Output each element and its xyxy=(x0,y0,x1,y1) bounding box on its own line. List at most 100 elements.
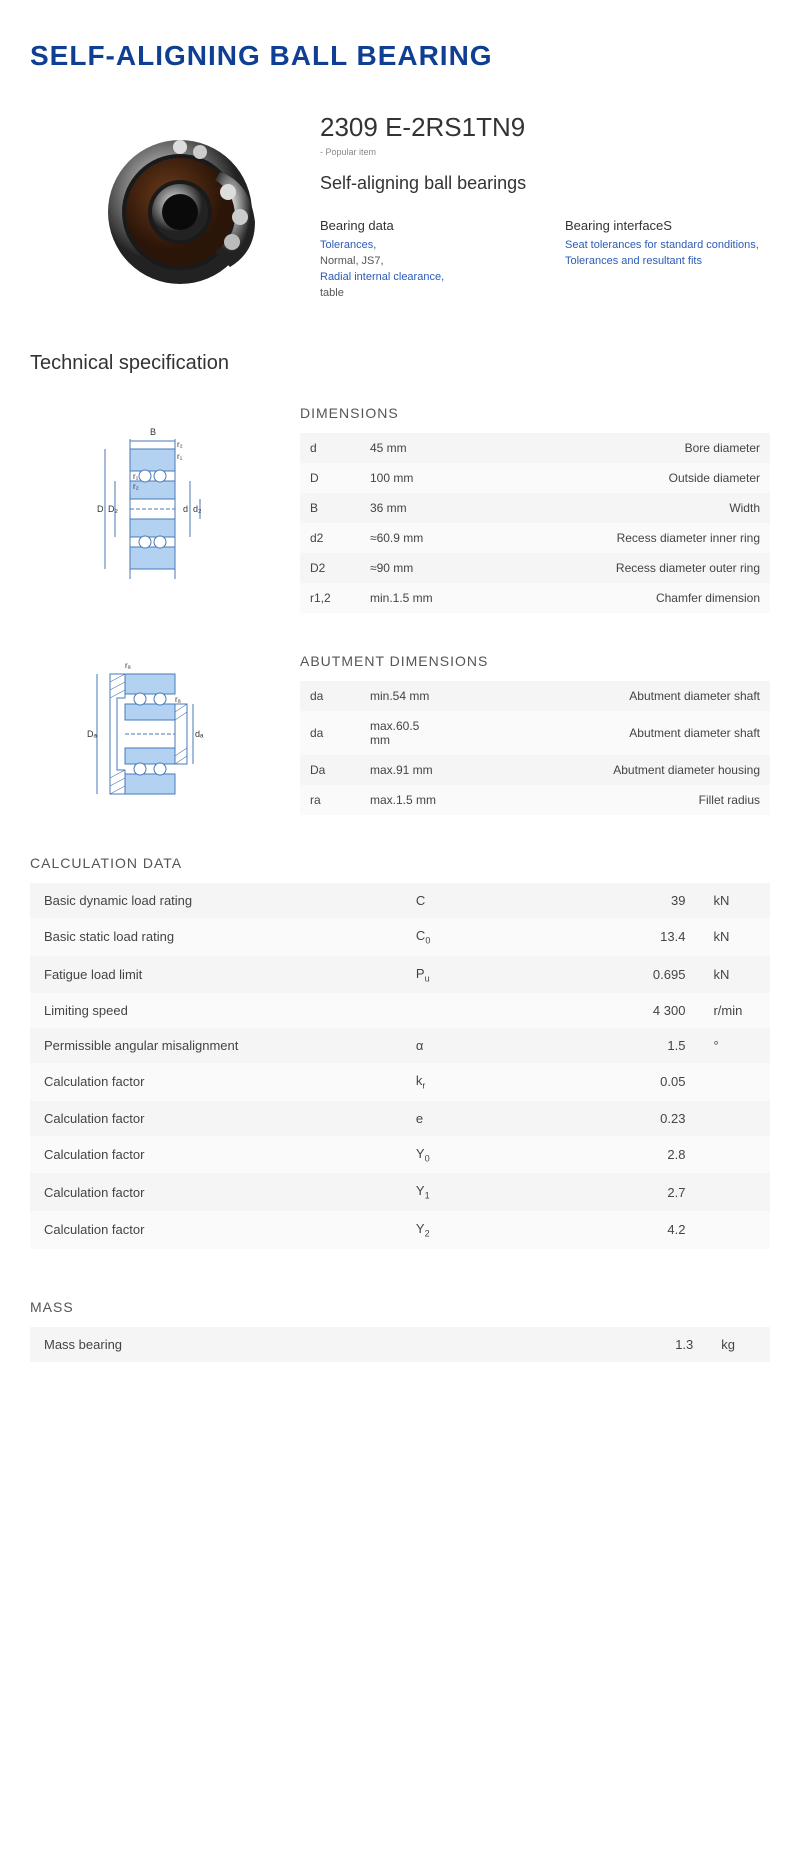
svg-text:rₐ: rₐ xyxy=(125,661,132,670)
cell-unit: r/min xyxy=(699,993,770,1028)
table-row: Fatigue load limitPu0.695kN xyxy=(30,956,770,994)
table-row: damin.54 mmAbutment diameter shaft xyxy=(300,681,770,711)
abutment-block: rₐ rₐ Dₐ dₐ ABUTMENT DIMENSIONS damin.54… xyxy=(30,653,770,815)
cell-unit xyxy=(699,1101,770,1136)
table-row: Basic dynamic load ratingC39kN xyxy=(30,883,770,918)
mass-section: MASS Mass bearing1.3kg xyxy=(30,1299,770,1362)
cell-symbol xyxy=(402,993,551,1028)
cell-symbol: Y0 xyxy=(402,1136,551,1174)
cell-unit: ° xyxy=(699,1028,770,1063)
table-row: Mass bearing1.3kg xyxy=(30,1327,770,1362)
cell-desc: Width xyxy=(450,493,770,523)
cell-desc: Outside diameter xyxy=(450,463,770,493)
cell-desc: Chamfer dimension xyxy=(450,583,770,613)
cell-val: min.1.5 mm xyxy=(360,583,450,613)
cell-symbol: α xyxy=(402,1028,551,1063)
cell-unit: kg xyxy=(707,1327,770,1362)
cell-sym: B xyxy=(300,493,360,523)
cell-unit: kN xyxy=(699,918,770,956)
cell-value: 4.2 xyxy=(551,1211,700,1249)
cell-name: Permissible angular misalignment xyxy=(30,1028,402,1063)
cell-value: 0.05 xyxy=(551,1063,700,1101)
cell-value: 13.4 xyxy=(551,918,700,956)
cell-symbol: Pu xyxy=(402,956,551,994)
link-col-title: Bearing interfaceS xyxy=(565,218,770,233)
svg-text:B: B xyxy=(150,427,156,437)
cell-symbol: Y1 xyxy=(402,1173,551,1211)
cell-symbol: kr xyxy=(402,1063,551,1101)
mass-title: MASS xyxy=(30,1299,770,1315)
calculation-section: CALCULATION DATA Basic dynamic load rati… xyxy=(30,855,770,1249)
cell-unit xyxy=(699,1063,770,1101)
cell-value: 4 300 xyxy=(551,993,700,1028)
cell-name: Limiting speed xyxy=(30,993,402,1028)
doc-link[interactable]: Tolerances, xyxy=(320,239,525,251)
cell-val: ≈60.9 mm xyxy=(360,523,450,553)
calculation-title: CALCULATION DATA xyxy=(30,855,770,871)
cell-sym: Da xyxy=(300,755,360,785)
mass-table: Mass bearing1.3kg xyxy=(30,1327,770,1362)
cell-sym: da xyxy=(300,681,360,711)
calculation-table: Basic dynamic load ratingC39kNBasic stat… xyxy=(30,883,770,1249)
doc-link[interactable]: Seat tolerances for standard conditions, xyxy=(565,239,770,251)
cell-val: 45 mm xyxy=(360,433,450,463)
cell-name: Calculation factor xyxy=(30,1063,402,1101)
dimensions-table: d45 mmBore diameterD100 mmOutside diamet… xyxy=(300,433,770,613)
cell-name: Fatigue load limit xyxy=(30,956,402,994)
cell-val: min.54 mm xyxy=(360,681,450,711)
svg-text:rₐ: rₐ xyxy=(175,695,182,704)
cell-desc: Abutment diameter shaft xyxy=(450,711,770,755)
cell-desc: Bore diameter xyxy=(450,433,770,463)
product-header: 2309 E-2RS1TN9 - Popular item Self-align… xyxy=(30,112,770,312)
table-row: d45 mmBore diameter xyxy=(300,433,770,463)
cell-unit: kN xyxy=(699,956,770,994)
cell-value: 39 xyxy=(551,883,700,918)
svg-text:dₐ: dₐ xyxy=(195,729,204,739)
table-row: damax.60.5 mmAbutment diameter shaft xyxy=(300,711,770,755)
svg-text:r₂: r₂ xyxy=(133,482,139,491)
cell-unit xyxy=(699,1211,770,1249)
cell-sym: r1,2 xyxy=(300,583,360,613)
cell-val: max.60.5 mm xyxy=(360,711,450,755)
cell-sym: d2 xyxy=(300,523,360,553)
table-row: Calculation factorkr0.05 xyxy=(30,1063,770,1101)
svg-text:r₁: r₁ xyxy=(177,452,183,461)
table-row: Calculation factorY24.2 xyxy=(30,1211,770,1249)
dimensions-diagram: B r₂ r₁ r₁ r₂ D D₂ d d₂ xyxy=(30,405,280,613)
table-row: d2≈60.9 mmRecess diameter inner ring xyxy=(300,523,770,553)
cell-symbol xyxy=(406,1327,557,1362)
cell-sym: D2 xyxy=(300,553,360,583)
cell-name: Calculation factor xyxy=(30,1136,402,1174)
tech-spec-heading: Technical specification xyxy=(30,352,770,375)
svg-text:d: d xyxy=(183,504,188,514)
doc-link[interactable]: Tolerances and resultant fits xyxy=(565,255,770,267)
abutment-diagram: rₐ rₐ Dₐ dₐ xyxy=(30,653,280,815)
doc-text: Normal, JS7, xyxy=(320,255,525,267)
cell-sym: ra xyxy=(300,785,360,815)
table-row: r1,2min.1.5 mmChamfer dimension xyxy=(300,583,770,613)
table-row: B36 mmWidth xyxy=(300,493,770,523)
cell-sym: d xyxy=(300,433,360,463)
cell-desc: Abutment diameter housing xyxy=(450,755,770,785)
cell-name: Basic dynamic load rating xyxy=(30,883,402,918)
cell-val: max.91 mm xyxy=(360,755,450,785)
cell-val: 36 mm xyxy=(360,493,450,523)
cell-value: 1.3 xyxy=(557,1327,708,1362)
cell-name: Calculation factor xyxy=(30,1173,402,1211)
cell-name: Calculation factor xyxy=(30,1211,402,1249)
cell-name: Basic static load rating xyxy=(30,918,402,956)
table-row: Damax.91 mmAbutment diameter housing xyxy=(300,755,770,785)
cell-unit xyxy=(699,1173,770,1211)
cell-desc: Fillet radius xyxy=(450,785,770,815)
cell-val: 100 mm xyxy=(360,463,450,493)
svg-text:Dₐ: Dₐ xyxy=(87,729,97,739)
cell-symbol: Y2 xyxy=(402,1211,551,1249)
cell-unit: kN xyxy=(699,883,770,918)
table-row: Basic static load ratingC013.4kN xyxy=(30,918,770,956)
cell-name: Calculation factor xyxy=(30,1101,402,1136)
table-row: Limiting speed 4 300r/min xyxy=(30,993,770,1028)
cell-symbol: e xyxy=(402,1101,551,1136)
doc-link[interactable]: Radial internal clearance, xyxy=(320,271,525,283)
product-code: 2309 E-2RS1TN9 xyxy=(320,112,770,143)
cell-desc: Recess diameter inner ring xyxy=(450,523,770,553)
